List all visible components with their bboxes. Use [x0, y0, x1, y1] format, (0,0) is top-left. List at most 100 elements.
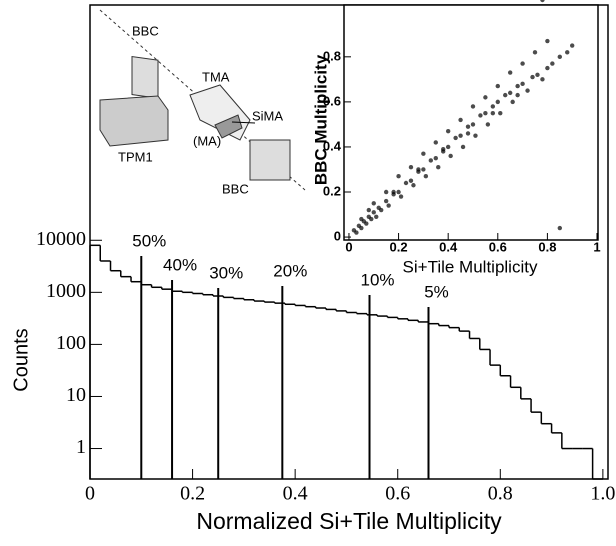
- diagram-label: TPM1: [118, 149, 153, 164]
- sima-pointer: [231, 121, 256, 124]
- scatter-point: [421, 151, 426, 156]
- scatter-point: [408, 165, 414, 170]
- centrality-label: 10%: [360, 270, 394, 289]
- x-axis-title: Normalized Si+Tile Multiplicity: [196, 508, 502, 534]
- scatter-point: [532, 50, 538, 55]
- scatter-point: [557, 225, 563, 231]
- scatter-point: [490, 104, 496, 109]
- y-tick-label: 100: [56, 332, 86, 354]
- scatter-point: [483, 110, 488, 116]
- scatter-point: [408, 178, 414, 183]
- scatter-point: [411, 183, 416, 188]
- bbc-north: [131, 55, 159, 99]
- inset-x-tick-label: 0.2: [390, 239, 408, 254]
- bbc-south: [249, 139, 291, 181]
- scatter-point: [498, 110, 503, 116]
- centrality-label: 5%: [424, 282, 449, 301]
- scatter-point: [383, 189, 389, 195]
- scatter-point: [520, 61, 525, 66]
- centrality-label: 50%: [132, 231, 166, 250]
- scatter-point: [354, 230, 359, 235]
- scatter-point: [374, 214, 379, 219]
- scatter-point: [515, 83, 520, 89]
- scatter-point: [458, 117, 463, 123]
- scatter-point: [465, 124, 471, 129]
- scatter-point: [371, 210, 376, 215]
- scatter-point: [386, 203, 391, 208]
- scatter-point: [507, 90, 513, 96]
- inset-x-tick-label: 0.8: [538, 239, 556, 254]
- scatter-point: [478, 113, 483, 118]
- scatter-point: [416, 167, 421, 172]
- scatter-point: [364, 221, 369, 226]
- x-tick-label: 0.2: [180, 483, 205, 505]
- scatter-point: [485, 122, 491, 127]
- scatter-point: [453, 135, 458, 141]
- detector-diagram: [99, 9, 306, 191]
- scatter-point: [441, 149, 446, 154]
- scatter-point: [495, 99, 500, 105]
- scatter-point: [535, 72, 540, 78]
- inset-y-tick-label: 0.8: [323, 48, 341, 63]
- diagram-label: BBC: [222, 181, 249, 196]
- inset-y-title: BBC Multiplicity: [311, 54, 330, 185]
- scatter-point: [423, 174, 429, 179]
- scatter-point: [371, 201, 376, 206]
- scatter-point: [428, 158, 434, 163]
- centrality-label: 20%: [273, 261, 307, 280]
- scatter-point: [391, 189, 396, 195]
- scatter-point: [503, 92, 508, 98]
- scatter-point: [510, 99, 515, 105]
- scatter-point: [369, 216, 374, 222]
- scatter-point: [445, 144, 451, 150]
- scatter-point: [396, 189, 401, 195]
- diagram-label: (MA): [193, 133, 221, 148]
- inset-x-tick-label: 1: [593, 239, 600, 254]
- scatter-point: [458, 133, 463, 138]
- sima: [214, 114, 243, 139]
- scatter-point: [550, 61, 555, 66]
- inset-y-tick-label: 0: [334, 229, 341, 244]
- centrality-label: 30%: [209, 263, 243, 282]
- scatter-point: [396, 174, 401, 179]
- scatter-point: [470, 104, 476, 109]
- scatter-point: [473, 133, 478, 138]
- y-tick-label: 10: [66, 384, 86, 406]
- scatter-point: [495, 83, 500, 89]
- y-tick-label: 1: [76, 436, 86, 458]
- scatter-point: [565, 50, 570, 55]
- scatter-point: [483, 95, 488, 100]
- scatter-point: [359, 225, 364, 231]
- scatter-point: [507, 70, 513, 75]
- scatter-point: [436, 165, 441, 170]
- inset-frame: [343, 4, 599, 241]
- scatter-point: [545, 38, 550, 44]
- diagram-label: SiMA: [252, 108, 283, 123]
- scatter-point: [445, 128, 451, 134]
- scatter-point: [460, 144, 466, 150]
- tpm1: [99, 95, 169, 147]
- scatter-point: [433, 140, 438, 145]
- scatter-point: [403, 180, 409, 186]
- diagram-label: BBC: [132, 23, 159, 38]
- inset-x-tick-label: 0: [345, 239, 352, 254]
- scatter-point: [570, 43, 575, 48]
- y-axis-title: Counts: [10, 328, 32, 391]
- scatter-point: [421, 167, 426, 172]
- diagram-label: TMA: [202, 69, 230, 84]
- scatter-point: [540, 0, 545, 3]
- inset-x-tick-label: 0.6: [489, 239, 507, 254]
- x-tick-label: 0: [85, 483, 95, 505]
- scatter-point: [448, 153, 453, 159]
- inset-y-tick-label: 0.6: [323, 93, 341, 108]
- scatter-point: [359, 216, 364, 222]
- scatter-point: [366, 207, 372, 213]
- inset-x-tick-label: 0.4: [439, 239, 458, 254]
- scatter-point: [433, 156, 438, 161]
- scatter-point: [520, 81, 525, 87]
- scatter-point: [465, 131, 471, 136]
- scatter-point: [540, 77, 545, 82]
- centrality-label: 40%: [163, 255, 197, 274]
- scatter-point: [525, 88, 530, 93]
- x-tick-label: 0.4: [283, 483, 308, 505]
